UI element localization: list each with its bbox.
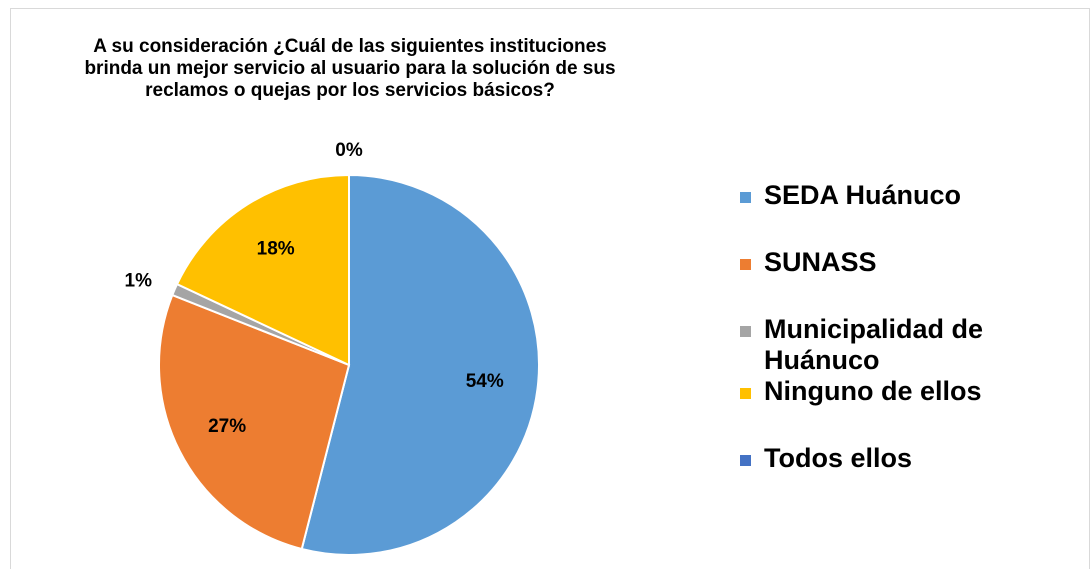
legend-swatch <box>740 259 751 270</box>
legend-swatch <box>740 192 751 203</box>
data-label: 1% <box>125 271 153 292</box>
chart-title: A su consideración ¿Cuál de las siguient… <box>84 36 616 101</box>
legend-label: Todos ellos <box>764 443 913 473</box>
legend-item: Ninguno de ellos <box>740 376 1040 443</box>
legend-label: SUNASS <box>764 247 877 277</box>
data-label: 18% <box>257 239 295 260</box>
legend-item: SUNASS <box>740 247 1040 314</box>
data-label: 0% <box>335 140 363 161</box>
legend-item: SEDA Huánuco <box>740 180 1040 247</box>
data-label: 27% <box>208 416 246 437</box>
legend-label: Ninguno de ellos <box>764 376 982 406</box>
data-label: 54% <box>466 371 504 392</box>
chart-frame <box>10 8 1090 569</box>
legend-label: SEDA Huánuco <box>764 180 962 210</box>
pie-slice <box>300 173 540 556</box>
legend-swatch <box>740 326 751 337</box>
pie-slice <box>158 293 351 551</box>
legend-swatch <box>740 388 751 399</box>
legend-label: Municipalidad de Huánuco <box>764 314 984 375</box>
legend-item: Todos ellos <box>740 443 1040 510</box>
legend-swatch <box>740 455 751 466</box>
pie-slice <box>175 173 350 367</box>
legend: SEDA Huánuco SUNASS Municipalidad de Huánu… <box>740 180 1040 510</box>
legend-item: Municipalidad de Huánuco <box>740 314 1040 376</box>
